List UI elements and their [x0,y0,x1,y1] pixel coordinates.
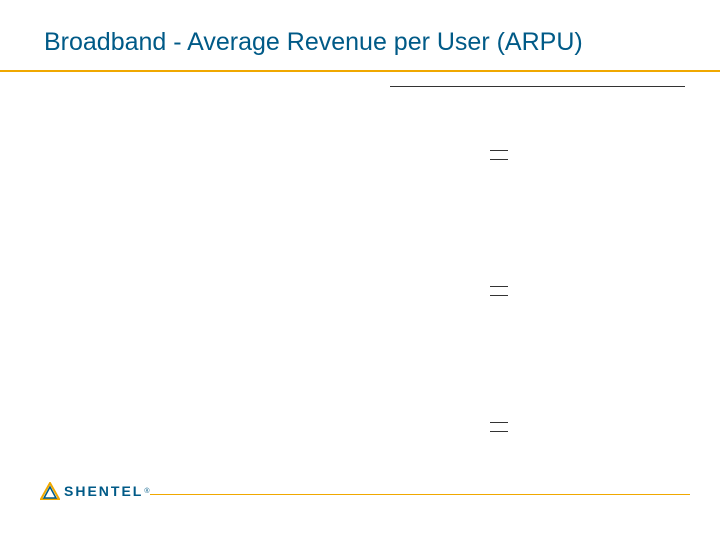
title-underline [0,70,720,72]
tick-line [490,422,508,423]
tick-group-2 [490,286,508,304]
logo-text: SHENTEL [64,483,143,499]
tick-line [490,159,508,160]
content-top-line [390,86,685,87]
slide-title: Broadband - Average Revenue per User (AR… [44,28,583,57]
logo-registered-icon: ® [144,488,149,495]
tick-line [490,286,508,287]
logo: SHENTEL ® [40,482,150,500]
tick-line [490,150,508,151]
tick-group-3 [490,422,508,440]
tick-line [490,295,508,296]
tick-line [490,431,508,432]
footer-line [150,494,690,495]
tick-group-1 [490,150,508,168]
logo-triangle-icon [40,482,60,500]
